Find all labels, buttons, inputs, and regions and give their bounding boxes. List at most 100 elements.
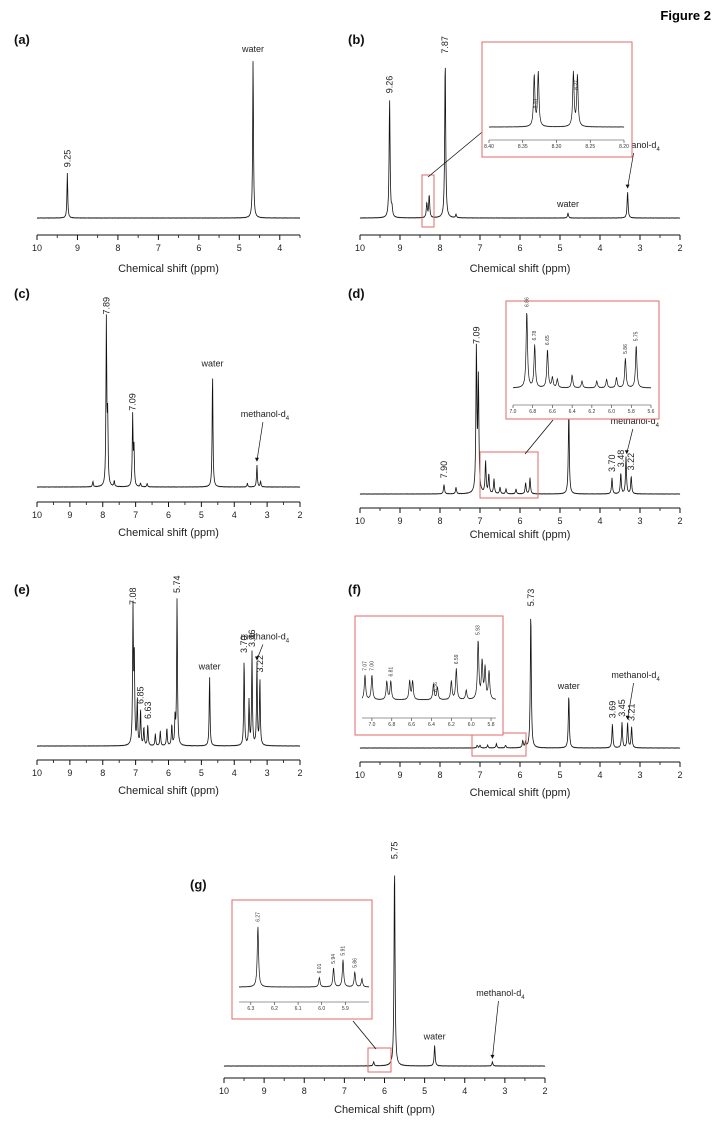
inset-x-tick-label: 7.0 [510, 409, 517, 415]
solvent-subscript: 4 [656, 423, 660, 429]
peak-shift-label: 6.85 [136, 686, 146, 704]
peak-shift-label: 7.08 [128, 587, 138, 605]
panel-letter: (d) [348, 286, 365, 301]
spectrum-line [359, 618, 681, 749]
x-tick-label: 3 [637, 516, 642, 526]
inset-x-tick-label: 6.0 [468, 722, 475, 728]
x-tick-label: 2 [542, 1086, 547, 1096]
inset-x-tick-label: 8.40 [484, 144, 494, 150]
inset-x-tick-label: 8.20 [619, 144, 629, 150]
solvent-arrow [627, 682, 634, 719]
x-tick-label: 5 [199, 510, 204, 520]
x-tick-label: 8 [437, 516, 442, 526]
peak-shift-label: 9.26 [385, 76, 395, 94]
inset-frame [231, 899, 373, 1020]
x-axis-title: Chemical shift (ppm) [470, 263, 571, 275]
inset-x-tick-label: 5.8 [628, 409, 635, 415]
inset-peak-label: 5.93 [476, 625, 482, 635]
peak-shift-label: 3.21 [627, 703, 637, 721]
x-tick-label: 8 [437, 243, 442, 253]
solvent-subscript: 4 [656, 147, 660, 153]
x-tick-label: 10 [355, 516, 365, 526]
x-axis-title: Chemical shift (ppm) [334, 1104, 435, 1116]
zoom-region-box [421, 174, 435, 228]
x-tick-label: 10 [355, 770, 365, 780]
x-tick-label: 2 [677, 770, 682, 780]
inset-x-tick-label: 6.2 [588, 409, 595, 415]
x-tick-label: 6 [196, 243, 201, 253]
x-tick-label: 9 [397, 770, 402, 780]
solvent-arrowhead [254, 457, 259, 462]
inset-peak-label: 6.65 [545, 335, 551, 345]
x-tick-label: 2 [677, 243, 682, 253]
panel-letter: (c) [14, 286, 30, 301]
peak-shift-label: 3.46 [247, 629, 257, 647]
zoom-arrow [427, 127, 488, 178]
spectrum-panel-g: (g) 10 9 8 7 6 5 4 3 2 Chemical shift (ppm) 5.75 wat… [190, 842, 548, 1116]
x-tick-label: 9 [75, 243, 80, 253]
solvent-label: methanol-d4 [241, 632, 290, 645]
inset-x-tick-label: 5.6 [648, 409, 655, 415]
peak-shift-label: 7.09 [128, 393, 138, 411]
inset-x-tick-label: 6.4 [569, 409, 576, 415]
x-tick-label: 4 [597, 516, 602, 526]
peak-shift-label: 7.09 [471, 326, 481, 344]
water-label: water [201, 358, 224, 368]
x-axis-title: Chemical shift (ppm) [470, 529, 571, 541]
x-tick-label: 10 [219, 1086, 229, 1096]
x-tick-label: 9 [397, 516, 402, 526]
x-tick-label: 5 [557, 243, 562, 253]
inset-peak-label: 5.75 [634, 331, 640, 341]
inset-peak-label: 5.94 [331, 954, 337, 964]
water-label: water [423, 1032, 446, 1042]
solvent-arrowhead [625, 184, 630, 189]
figure-title: Figure 2 [660, 8, 711, 23]
inset-peak-label: 6.36 [433, 682, 439, 692]
x-tick-label: 2 [677, 516, 682, 526]
panel-letter: (a) [14, 32, 30, 47]
inset-x-tick-label: 6.1 [295, 1006, 302, 1012]
inset-peak-label: 6.78 [532, 331, 538, 341]
x-tick-label: 5 [557, 516, 562, 526]
zoom-region-box [367, 1047, 392, 1073]
x-tick-label: 8 [115, 243, 120, 253]
inset-peak-label: 8.27 [574, 80, 580, 90]
x-tick-label: 3 [637, 770, 642, 780]
solvent-subscript: 4 [286, 416, 290, 422]
x-tick-label: 7 [133, 768, 138, 778]
x-tick-label: 8 [437, 770, 442, 780]
inset-peak-label: 5.86 [352, 958, 358, 968]
inset-peak-label: 5.91 [341, 946, 347, 956]
solvent-arrowhead [624, 450, 629, 455]
inset-frame [505, 300, 660, 420]
panel-letter: (f) [348, 582, 361, 597]
peak-shift-label: 3.70 [607, 454, 617, 472]
peak-shift-label: 7.89 [101, 297, 111, 315]
spectrum-line [359, 67, 681, 219]
solvent-label: methanol-d4 [611, 670, 660, 683]
peak-shift-label: 3.22 [255, 655, 265, 673]
peak-shift-label: 7.87 [440, 36, 450, 54]
spectrum-line [359, 343, 681, 495]
inset-x-tick-label: 7.0 [368, 722, 375, 728]
x-tick-label: 9 [262, 1086, 267, 1096]
x-tick-label: 8 [100, 510, 105, 520]
peak-shift-label: 5.75 [390, 842, 400, 860]
inset-x-tick-label: 6.8 [388, 722, 395, 728]
spectrum-panel-e: (e) 10 9 8 7 6 5 4 3 2 Chemical shift (ppm) 7.08 6.8… [14, 575, 303, 797]
x-tick-label: 7 [133, 510, 138, 520]
x-tick-label: 10 [32, 243, 42, 253]
inset-x-tick-label: 6.8 [529, 409, 536, 415]
x-tick-label: 9 [397, 243, 402, 253]
water-label: water [198, 662, 221, 672]
x-tick-label: 10 [355, 243, 365, 253]
inset-peak-label: 8.33 [534, 98, 540, 108]
spectrum-line [36, 314, 301, 488]
solvent-arrow [626, 428, 634, 454]
inset-x-tick-label: 6.6 [408, 722, 415, 728]
x-tick-label: 10 [32, 510, 42, 520]
x-tick-label: 7 [342, 1086, 347, 1096]
panel-letter: (e) [14, 582, 30, 597]
water-label: water [241, 44, 264, 54]
peak-shift-label: 3.22 [626, 453, 636, 471]
